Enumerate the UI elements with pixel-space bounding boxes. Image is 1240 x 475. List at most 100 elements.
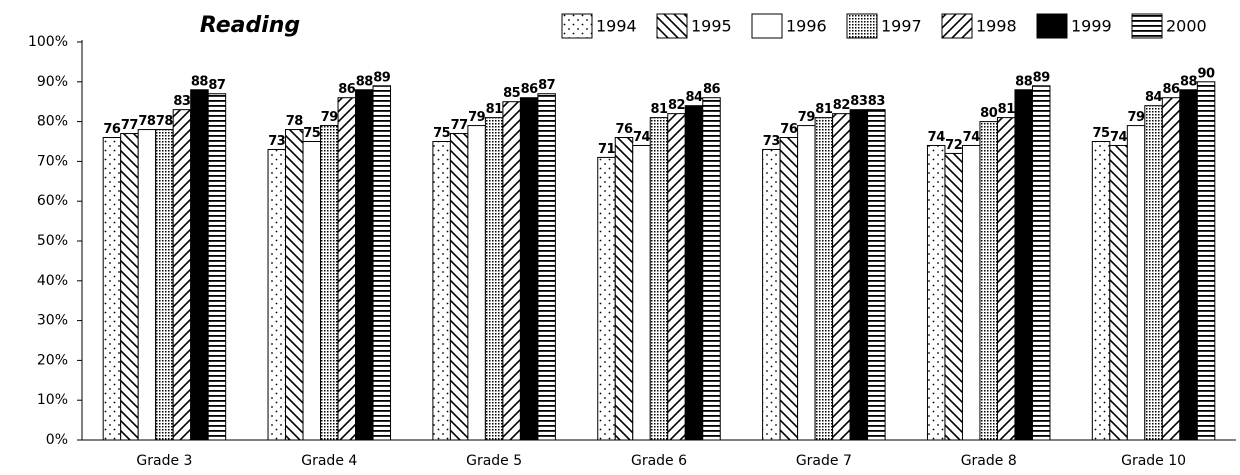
value-label: 79 xyxy=(1128,110,1146,125)
y-tick-label: 40% xyxy=(37,273,68,289)
bar xyxy=(614,137,634,441)
legend-label: 1994 xyxy=(596,17,637,36)
y-tick-label: 50% xyxy=(37,233,68,249)
y-tick-label: 70% xyxy=(37,153,68,169)
chart-title: Reading xyxy=(200,13,300,38)
bar xyxy=(484,117,504,441)
x-tick-label: Grade 6 xyxy=(631,453,687,469)
bar xyxy=(519,97,539,441)
value-label: 72 xyxy=(945,138,962,153)
value-label: 77 xyxy=(121,118,139,133)
bar xyxy=(432,141,451,441)
legend-label: 1999 xyxy=(1071,17,1112,36)
value-label: 76 xyxy=(103,122,121,137)
bar xyxy=(597,156,616,441)
bar xyxy=(1091,141,1111,441)
bar xyxy=(779,137,799,441)
bar xyxy=(797,125,816,441)
y-tick-label: 20% xyxy=(37,352,68,368)
bar xyxy=(1126,125,1146,441)
bar xyxy=(102,137,122,441)
value-label: 82 xyxy=(668,98,685,113)
bar xyxy=(1179,89,1198,441)
legend-label: 1995 xyxy=(691,17,732,36)
bar xyxy=(961,144,981,441)
legend-label: 1996 xyxy=(786,17,827,36)
bar xyxy=(649,117,669,441)
x-tick-label: Grade 5 xyxy=(466,453,522,469)
x-tick-label: Grade 3 xyxy=(136,453,192,469)
bar xyxy=(155,129,174,441)
bar xyxy=(1014,89,1033,441)
bar xyxy=(832,113,851,441)
value-label: 88 xyxy=(1180,74,1198,89)
value-label: 88 xyxy=(191,74,209,89)
bar xyxy=(355,89,374,441)
value-label: 83 xyxy=(868,94,886,109)
bar xyxy=(467,125,486,441)
legend-swatch xyxy=(941,13,973,39)
value-label: 80 xyxy=(980,106,998,121)
y-tick-label: 90% xyxy=(37,74,68,90)
legend-swatch xyxy=(751,13,783,39)
y-tick-label: 30% xyxy=(37,313,68,329)
bar xyxy=(172,109,192,441)
legend-swatch xyxy=(656,13,688,39)
y-tick-label: 60% xyxy=(37,193,68,209)
value-label: 73 xyxy=(268,134,286,149)
value-label: 78 xyxy=(156,114,174,129)
value-label: 87 xyxy=(208,78,226,93)
bar xyxy=(1031,85,1051,441)
bar xyxy=(944,152,963,441)
value-label: 88 xyxy=(356,74,374,89)
legend-swatch xyxy=(846,13,878,39)
value-label: 81 xyxy=(998,102,1016,117)
x-tick-label: Grade 10 xyxy=(1121,453,1186,469)
value-label: 89 xyxy=(373,70,391,85)
value-label: 81 xyxy=(815,102,833,117)
value-label: 79 xyxy=(798,110,816,125)
value-label: 78 xyxy=(286,114,304,129)
value-label: 82 xyxy=(833,98,850,113)
bar xyxy=(979,121,998,441)
bar xyxy=(449,133,469,441)
value-label: 81 xyxy=(486,102,504,117)
bar xyxy=(537,93,556,441)
value-label: 90 xyxy=(1198,66,1216,81)
bar xyxy=(702,97,721,441)
value-label: 86 xyxy=(1163,82,1181,97)
value-label: 71 xyxy=(598,142,616,157)
value-label: 84 xyxy=(685,90,703,105)
bar xyxy=(814,117,834,441)
x-tick-label: Grade 4 xyxy=(301,453,357,469)
value-label: 86 xyxy=(521,82,539,97)
value-label: 75 xyxy=(1093,126,1111,141)
value-label: 81 xyxy=(650,102,668,117)
bar xyxy=(926,144,946,441)
legend-swatch xyxy=(1131,13,1163,39)
bar xyxy=(207,93,227,441)
bar xyxy=(684,105,704,441)
value-label: 73 xyxy=(763,134,781,149)
legend-swatch xyxy=(1036,13,1068,39)
value-label: 86 xyxy=(703,82,721,97)
value-label: 85 xyxy=(503,86,521,101)
value-label: 74 xyxy=(928,130,946,145)
x-tick-label: Grade 8 xyxy=(961,453,1017,469)
bar xyxy=(320,125,339,441)
y-tick-label: 10% xyxy=(37,392,68,408)
bar xyxy=(502,101,521,441)
bar xyxy=(372,85,392,441)
value-label: 88 xyxy=(1015,74,1033,89)
x-tick-label: Grade 7 xyxy=(796,453,852,469)
value-label: 74 xyxy=(1110,130,1128,145)
value-label: 87 xyxy=(538,78,556,93)
bar xyxy=(190,89,209,441)
bar xyxy=(667,113,686,441)
value-label: 74 xyxy=(633,130,651,145)
value-label: 75 xyxy=(433,126,451,141)
value-label: 76 xyxy=(780,122,798,137)
bar xyxy=(267,148,287,441)
y-tick-label: 100% xyxy=(28,34,68,50)
